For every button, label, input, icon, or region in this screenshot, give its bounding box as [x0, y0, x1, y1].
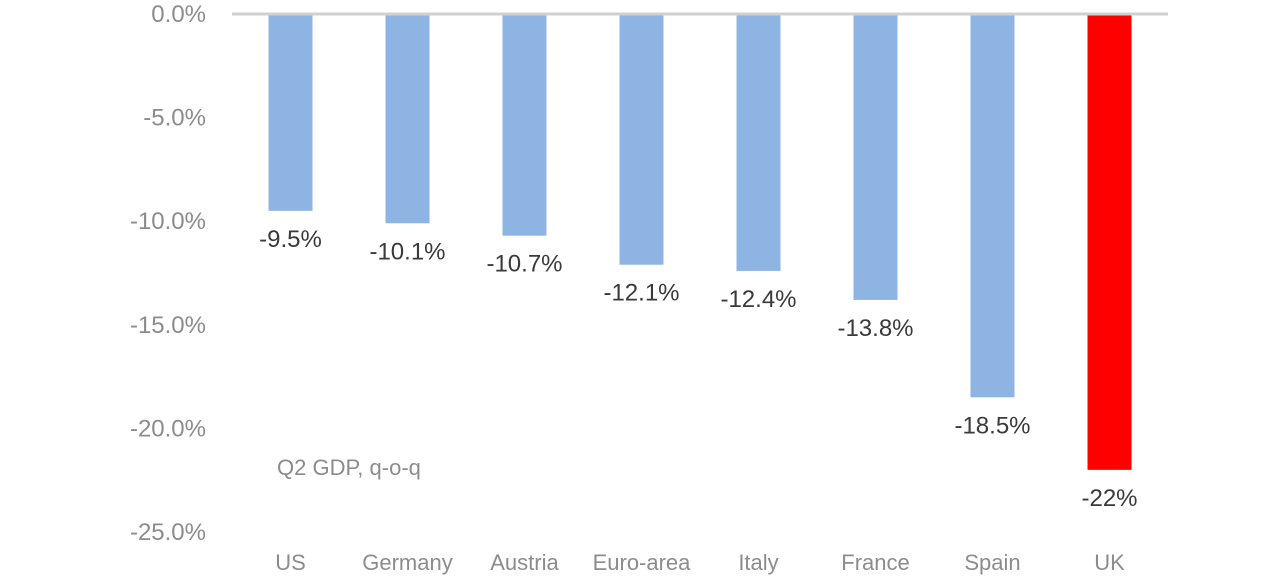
y-tick-label: -5.0% — [143, 105, 206, 132]
bar-spain — [970, 15, 1015, 398]
y-tick-label: -15.0% — [130, 312, 206, 339]
chart-annotation: Q2 GDP, q-o-q — [277, 455, 421, 480]
category-label: Austria — [490, 550, 559, 575]
category-label: UK — [1094, 550, 1125, 575]
data-label: -9.5% — [259, 226, 322, 253]
data-label: -10.7% — [486, 251, 562, 278]
data-label: -12.1% — [603, 280, 679, 307]
bar-france — [853, 15, 898, 300]
x-axis-category-labels: US Germany Austria Euro-area Italy France Spai… — [275, 550, 1125, 575]
bar-italy — [736, 15, 781, 271]
bar-germany — [385, 15, 430, 224]
data-label: -13.8% — [837, 315, 913, 342]
data-labels: -9.5% -10.1% -10.7% -12.1% -12.4% -13.8% -18.5… — [259, 226, 1137, 512]
category-label: Euro-area — [593, 550, 692, 575]
category-label: Germany — [362, 550, 452, 575]
bar-uk — [1087, 15, 1132, 470]
bar-austria — [502, 15, 547, 236]
data-label: -12.4% — [720, 286, 796, 313]
bars — [268, 15, 1132, 470]
data-label: -22% — [1081, 485, 1137, 512]
category-label: Spain — [964, 550, 1020, 575]
category-label: US — [275, 550, 306, 575]
y-tick-label: 0.0% — [151, 1, 206, 28]
category-label: France — [841, 550, 909, 575]
bar-euro-area — [619, 15, 664, 265]
y-tick-label: -20.0% — [130, 415, 206, 442]
data-label: -18.5% — [954, 412, 1030, 439]
category-label: Italy — [738, 550, 778, 575]
y-tick-label: -25.0% — [130, 519, 206, 546]
bar-us — [268, 15, 313, 211]
data-label: -10.1% — [369, 238, 445, 265]
y-axis-tick-labels: 0.0% -5.0% -10.0% -15.0% -20.0% -25.0% — [130, 1, 206, 546]
y-tick-label: -10.0% — [130, 208, 206, 235]
